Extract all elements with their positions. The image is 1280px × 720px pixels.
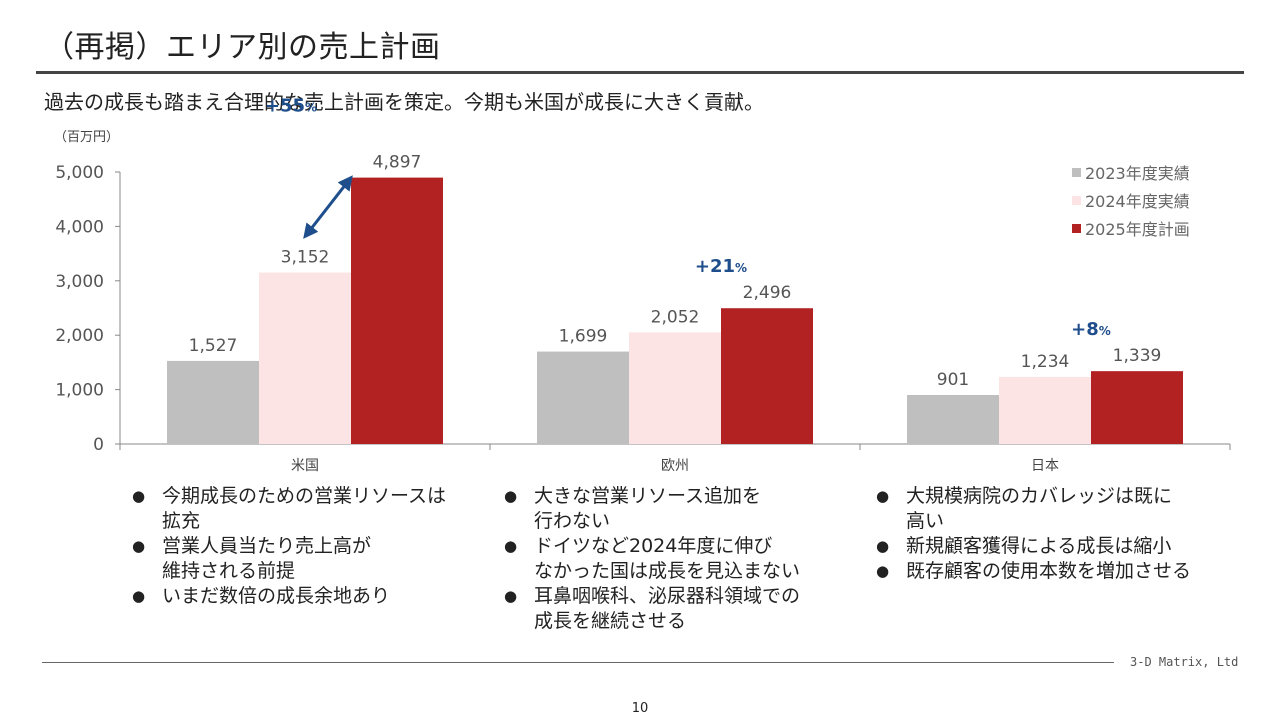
company-name: 3-D Matrix, Ltd bbox=[1130, 655, 1239, 669]
bullet-text: 大きな営業リソース追加を 行わない bbox=[534, 485, 762, 532]
y-tick-label: 5,000 bbox=[55, 163, 104, 183]
bullet-text: 耳鼻咽喉科、泌尿器科領域での 成長を継続させる bbox=[534, 585, 801, 632]
chart-legend: 2023年度実績 2024年度実績 2025年度計画 bbox=[1072, 158, 1190, 242]
bullet-dot-icon: ● bbox=[132, 487, 146, 505]
bullet-item: ● 大規模病院のカバレッジは既に 高い bbox=[874, 484, 1191, 534]
legend-item: 2025年度計画 bbox=[1072, 214, 1190, 242]
bullet-item: ● 耳鼻咽喉科、泌尿器科領域での 成長を継続させる bbox=[502, 584, 800, 634]
legend-label: 2023年度実績 bbox=[1085, 164, 1190, 183]
bar bbox=[721, 308, 813, 444]
y-tick-label: 0 bbox=[93, 435, 104, 455]
bar-value-label: 1,234 bbox=[1021, 352, 1070, 372]
title-divider bbox=[36, 71, 1244, 74]
bullet-text: 大規模病院のカバレッジは既に 高い bbox=[906, 485, 1173, 532]
bar bbox=[351, 177, 443, 444]
bullet-dot-icon: ● bbox=[876, 537, 890, 555]
bar bbox=[907, 394, 999, 444]
bullet-item: ● 既存顧客の使用本数を増加させる bbox=[874, 559, 1191, 584]
slide-title: （再掲）エリア別の売上計画 bbox=[44, 30, 441, 65]
bullet-text: 新規顧客獲得による成長は縮小 bbox=[906, 535, 1172, 557]
bar-value-label: 2,052 bbox=[651, 307, 700, 327]
footer-divider bbox=[42, 662, 1114, 663]
bullet-text: いまだ数倍の成長余地あり bbox=[162, 585, 391, 607]
category-label: 欧州 bbox=[661, 458, 689, 474]
growth-number: +55 bbox=[265, 96, 305, 117]
bar bbox=[1091, 371, 1183, 444]
legend-label: 2025年度計画 bbox=[1085, 220, 1190, 239]
y-axis-unit-label: （百万円） bbox=[54, 130, 120, 145]
growth-unit: % bbox=[305, 101, 317, 115]
bullet-dot-icon: ● bbox=[132, 587, 146, 605]
bar-value-label: 1,339 bbox=[1113, 346, 1162, 366]
bullets-japan: ● 大規模病院のカバレッジは既に 高い ● 新規顧客獲得による成長は縮小 ● 既存顧客の使… bbox=[874, 484, 1191, 584]
bullet-dot-icon: ● bbox=[876, 562, 890, 580]
legend-label: 2024年度実績 bbox=[1085, 192, 1190, 211]
growth-arrow bbox=[303, 175, 353, 239]
bar bbox=[629, 332, 721, 444]
bullet-text: 営業人員当たり売上高が 維持される前提 bbox=[162, 535, 372, 582]
bar bbox=[167, 360, 259, 444]
bar-value-label: 1,699 bbox=[559, 327, 608, 347]
growth-label: +21% bbox=[695, 256, 747, 277]
y-tick-label: 1,000 bbox=[55, 381, 104, 401]
y-tick-label: 4,000 bbox=[55, 217, 104, 237]
legend-item: 2024年度実績 bbox=[1072, 186, 1190, 214]
bullet-dot-icon: ● bbox=[504, 487, 518, 505]
category-label: 日本 bbox=[1031, 458, 1059, 474]
bullet-dot-icon: ● bbox=[504, 587, 518, 605]
bullet-text: 今期成長のための営業リソースは 拡充 bbox=[162, 485, 447, 532]
bar bbox=[537, 351, 629, 444]
bullet-item: ● 大きな営業リソース追加を 行わない bbox=[502, 484, 800, 534]
growth-unit: % bbox=[735, 261, 747, 275]
growth-unit: % bbox=[1099, 324, 1111, 338]
bullet-text: 既存顧客の使用本数を増加させる bbox=[906, 560, 1192, 582]
bar-value-label: 1,527 bbox=[189, 336, 238, 356]
bullets-us: ● 今期成長のための営業リソースは 拡充 ● 営業人員当たり売上高が 維持される前提 ●… bbox=[130, 484, 446, 609]
bar bbox=[259, 272, 351, 444]
legend-swatch bbox=[1072, 223, 1081, 233]
bullet-dot-icon: ● bbox=[132, 537, 146, 555]
category-label: 米国 bbox=[291, 458, 319, 474]
bullet-item: ● いまだ数倍の成長余地あり bbox=[130, 584, 446, 609]
legend-swatch bbox=[1072, 167, 1081, 177]
bar-value-label: 4,897 bbox=[373, 153, 422, 173]
slide-subtitle: 過去の成長も踏まえ合理的な売上計画を策定。今期も米国が成長に大きく貢献。 bbox=[44, 90, 764, 114]
bullet-dot-icon: ● bbox=[876, 487, 890, 505]
legend-item: 2023年度実績 bbox=[1072, 158, 1190, 186]
bullet-item: ● 新規顧客獲得による成長は縮小 bbox=[874, 534, 1191, 559]
y-tick-label: 2,000 bbox=[55, 326, 104, 346]
growth-label: +8% bbox=[1071, 319, 1111, 340]
growth-number: +8 bbox=[1071, 319, 1099, 340]
bar bbox=[999, 376, 1091, 444]
bullet-dot-icon: ● bbox=[504, 537, 518, 555]
bullets-europe: ● 大きな営業リソース追加を 行わない ● ドイツなど2024年度に伸び なかった国は… bbox=[502, 484, 800, 634]
bar-value-label: 3,152 bbox=[281, 248, 330, 268]
y-tick-label: 3,000 bbox=[55, 272, 104, 292]
bar-chart: 0 1,000 2,000 3,000 4,000 5,000 1,527 3,152 4,89… bbox=[55, 96, 1231, 474]
page-number: 10 bbox=[631, 701, 649, 716]
legend-swatch bbox=[1072, 195, 1081, 205]
bar-value-label: 901 bbox=[937, 370, 969, 390]
growth-number: +21 bbox=[695, 256, 735, 277]
growth-label: +55% bbox=[265, 96, 317, 117]
bar-value-label: 2,496 bbox=[743, 283, 792, 303]
bullet-item: ● 今期成長のための営業リソースは 拡充 bbox=[130, 484, 446, 534]
bullet-text: ドイツなど2024年度に伸び なかった国は成長を見込まない bbox=[534, 535, 801, 582]
bullet-item: ● 営業人員当たり売上高が 維持される前提 bbox=[130, 534, 446, 584]
bullet-item: ● ドイツなど2024年度に伸び なかった国は成長を見込まない bbox=[502, 534, 800, 584]
